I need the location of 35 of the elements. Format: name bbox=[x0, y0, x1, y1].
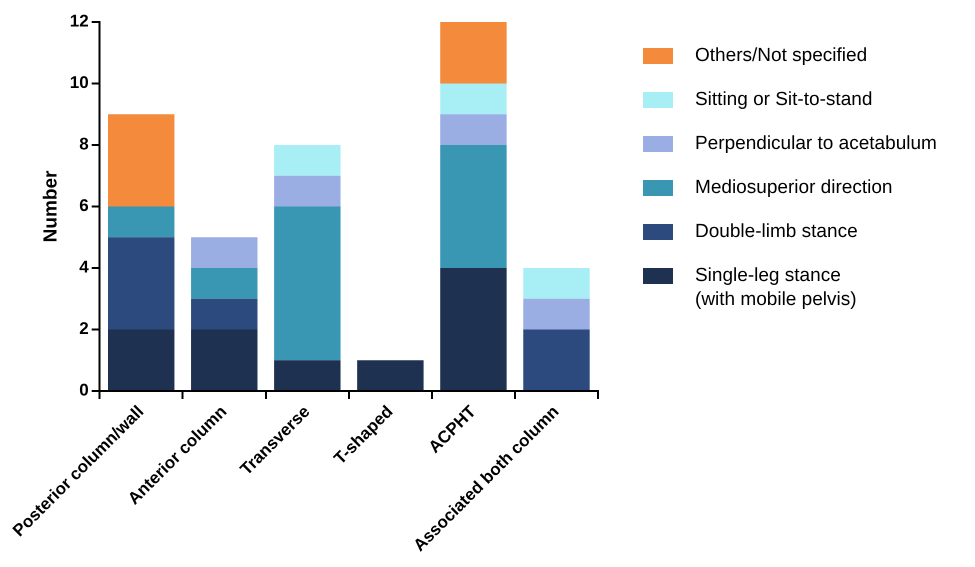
bar bbox=[108, 206, 174, 238]
bar bbox=[191, 298, 258, 330]
y-tick-label: 0 bbox=[79, 380, 89, 400]
legend-label: Double-limb stance bbox=[695, 220, 858, 244]
bar bbox=[108, 114, 174, 206]
bar bbox=[274, 206, 341, 360]
bar bbox=[191, 268, 258, 299]
bar bbox=[523, 268, 590, 299]
bar bbox=[523, 329, 590, 390]
legend-label: Perpendicular to acetabulum bbox=[695, 132, 937, 156]
legend-label: Others/Not specified bbox=[695, 44, 868, 68]
bar bbox=[274, 176, 341, 206]
bar bbox=[440, 114, 507, 145]
bar bbox=[191, 237, 258, 268]
y-tick-label: 12 bbox=[70, 12, 89, 31]
y-tick-label: 6 bbox=[79, 196, 89, 216]
legend-label: Mediosuperior direction bbox=[695, 176, 892, 200]
y-tick-label: 2 bbox=[79, 319, 89, 338]
bar bbox=[440, 84, 507, 114]
y-axis-title: Number bbox=[40, 170, 62, 242]
bar bbox=[274, 144, 341, 176]
bar bbox=[274, 360, 341, 390]
bar bbox=[440, 22, 507, 84]
y-tick-label: 10 bbox=[70, 73, 89, 92]
y-tick-label: 8 bbox=[79, 134, 89, 154]
bar bbox=[108, 237, 174, 330]
bar bbox=[440, 268, 507, 390]
bar bbox=[440, 144, 507, 268]
legend-label: Sitting or Sit-to-stand bbox=[695, 88, 872, 112]
bar bbox=[191, 329, 258, 390]
bar bbox=[108, 329, 174, 390]
y-tick-label: 4 bbox=[79, 258, 90, 277]
bar bbox=[523, 298, 590, 330]
bar bbox=[357, 360, 424, 390]
legend-label: Single-leg stance (with mobile pelvis) bbox=[695, 264, 857, 312]
